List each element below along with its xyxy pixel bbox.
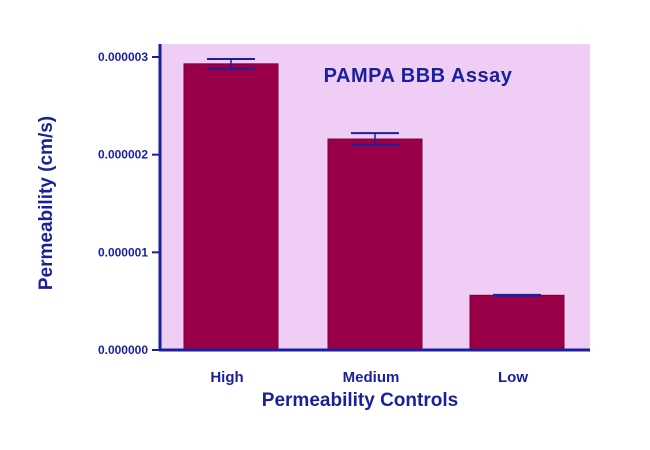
x-tick-label-low: Low	[498, 369, 528, 386]
y-ticks-layer: 0.000000 0.000001 0.000002 0.000003	[98, 50, 160, 357]
y-tick-label-0: 0.000000	[98, 343, 148, 357]
y-tick-label-1: 0.000001	[98, 245, 148, 259]
x-tick-label-high: High	[210, 369, 243, 386]
bar-medium	[327, 138, 423, 351]
bar-high	[183, 63, 279, 351]
x-tick-label-medium: Medium	[343, 369, 400, 386]
error-bars-layer	[207, 57, 541, 297]
chart-title: PAMPA BBB Assay	[324, 65, 513, 87]
x-axis-title: Permeability Controls	[262, 390, 458, 411]
y-tick-label-2: 0.000002	[98, 148, 148, 162]
y-tick-label-3: 0.000003	[98, 50, 148, 64]
y-axis-title: Permeability (cm/s)	[36, 116, 57, 290]
bars-layer	[183, 63, 565, 351]
x-tick-labels-layer: High Medium Low	[210, 369, 528, 386]
bar-low	[469, 294, 565, 351]
